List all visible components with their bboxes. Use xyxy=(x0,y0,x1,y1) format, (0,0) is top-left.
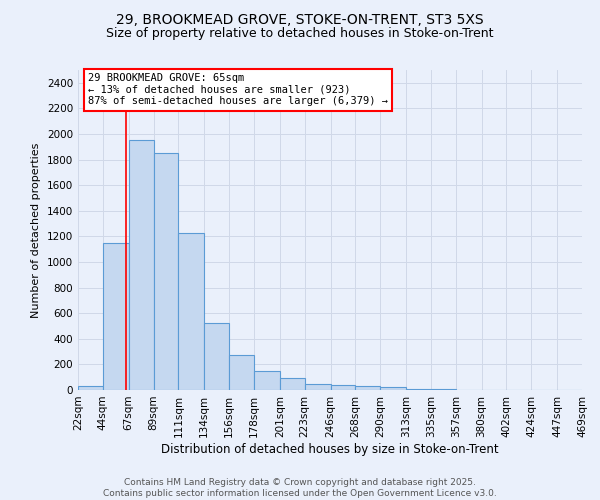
Y-axis label: Number of detached properties: Number of detached properties xyxy=(31,142,41,318)
Bar xyxy=(380,388,406,390)
Text: 29, BROOKMEAD GROVE, STOKE-ON-TRENT, ST3 5XS: 29, BROOKMEAD GROVE, STOKE-ON-TRENT, ST3… xyxy=(116,12,484,26)
Bar xyxy=(254,371,280,390)
Bar xyxy=(78,386,103,390)
Text: 29 BROOKMEAD GROVE: 65sqm
← 13% of detached houses are smaller (923)
87% of semi: 29 BROOKMEAD GROVE: 65sqm ← 13% of detac… xyxy=(88,73,388,106)
Bar xyxy=(103,243,129,390)
Text: Size of property relative to detached houses in Stoke-on-Trent: Size of property relative to detached ho… xyxy=(106,28,494,40)
Bar xyxy=(355,386,380,390)
Text: Contains HM Land Registry data © Crown copyright and database right 2025.
Contai: Contains HM Land Registry data © Crown c… xyxy=(103,478,497,498)
Bar xyxy=(129,140,154,390)
Bar xyxy=(178,232,204,390)
X-axis label: Distribution of detached houses by size in Stoke-on-Trent: Distribution of detached houses by size … xyxy=(161,442,499,456)
Bar xyxy=(229,355,254,390)
Bar xyxy=(331,385,355,390)
Bar xyxy=(154,153,178,390)
Bar xyxy=(305,384,331,390)
Bar xyxy=(204,324,229,390)
Bar xyxy=(280,378,305,390)
Bar xyxy=(406,389,431,390)
